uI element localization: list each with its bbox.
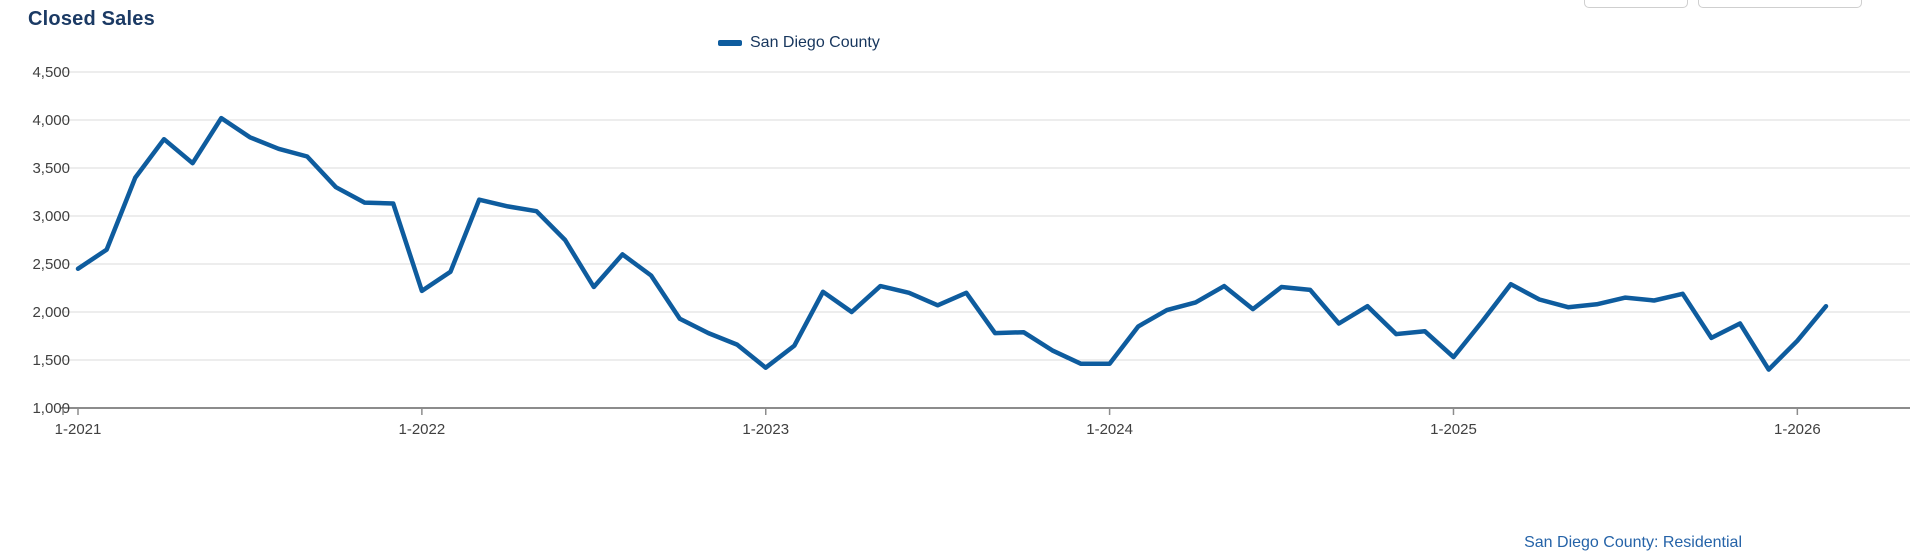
svg-text:3,000: 3,000: [32, 208, 70, 225]
svg-text:3,500: 3,500: [32, 160, 70, 177]
chart-canvas[interactable]: 1,000 1,500 2,000 2,500 3,000 3,500 4,000 4,500…: [0, 52, 1920, 452]
svg-text:1-2024: 1-2024: [1086, 421, 1133, 438]
legend-line-swatch: [718, 40, 742, 46]
legend: San Diego County: [718, 34, 880, 52]
chart-footer-label: San Diego County: Residential: [1524, 534, 1742, 551]
toolbar-button-right[interactable]: [1698, 0, 1862, 8]
svg-text:1-2022: 1-2022: [399, 421, 446, 438]
gridlines: [60, 71, 1910, 409]
series-line-san-diego-county: [75, 115, 1829, 372]
svg-text:1,000: 1,000: [32, 400, 70, 417]
y-axis-labels: 1,000 1,500 2,000 2,500 3,000 3,500 4,000 4,500: [32, 64, 70, 417]
legend-series-label: San Diego County: [750, 34, 880, 51]
svg-text:4,500: 4,500: [32, 64, 70, 81]
svg-text:2,000: 2,000: [32, 304, 70, 321]
svg-text:1-2026: 1-2026: [1774, 421, 1821, 438]
svg-text:1-2023: 1-2023: [742, 421, 789, 438]
svg-text:1,500: 1,500: [32, 352, 70, 369]
chart-plot-area[interactable]: 1,000 1,500 2,000 2,500 3,000 3,500 4,000 4,500…: [0, 52, 1920, 452]
toolbar-button-left[interactable]: [1584, 0, 1688, 8]
x-axis-labels: 1-2021 1-2022 1-2023 1-2024 1-2025 1-2026: [55, 408, 1821, 438]
svg-text:1-2025: 1-2025: [1430, 421, 1477, 438]
svg-text:2,500: 2,500: [32, 256, 70, 273]
page-title: Closed Sales: [28, 8, 155, 30]
svg-text:1-2021: 1-2021: [55, 421, 102, 438]
svg-text:4,000: 4,000: [32, 112, 70, 129]
